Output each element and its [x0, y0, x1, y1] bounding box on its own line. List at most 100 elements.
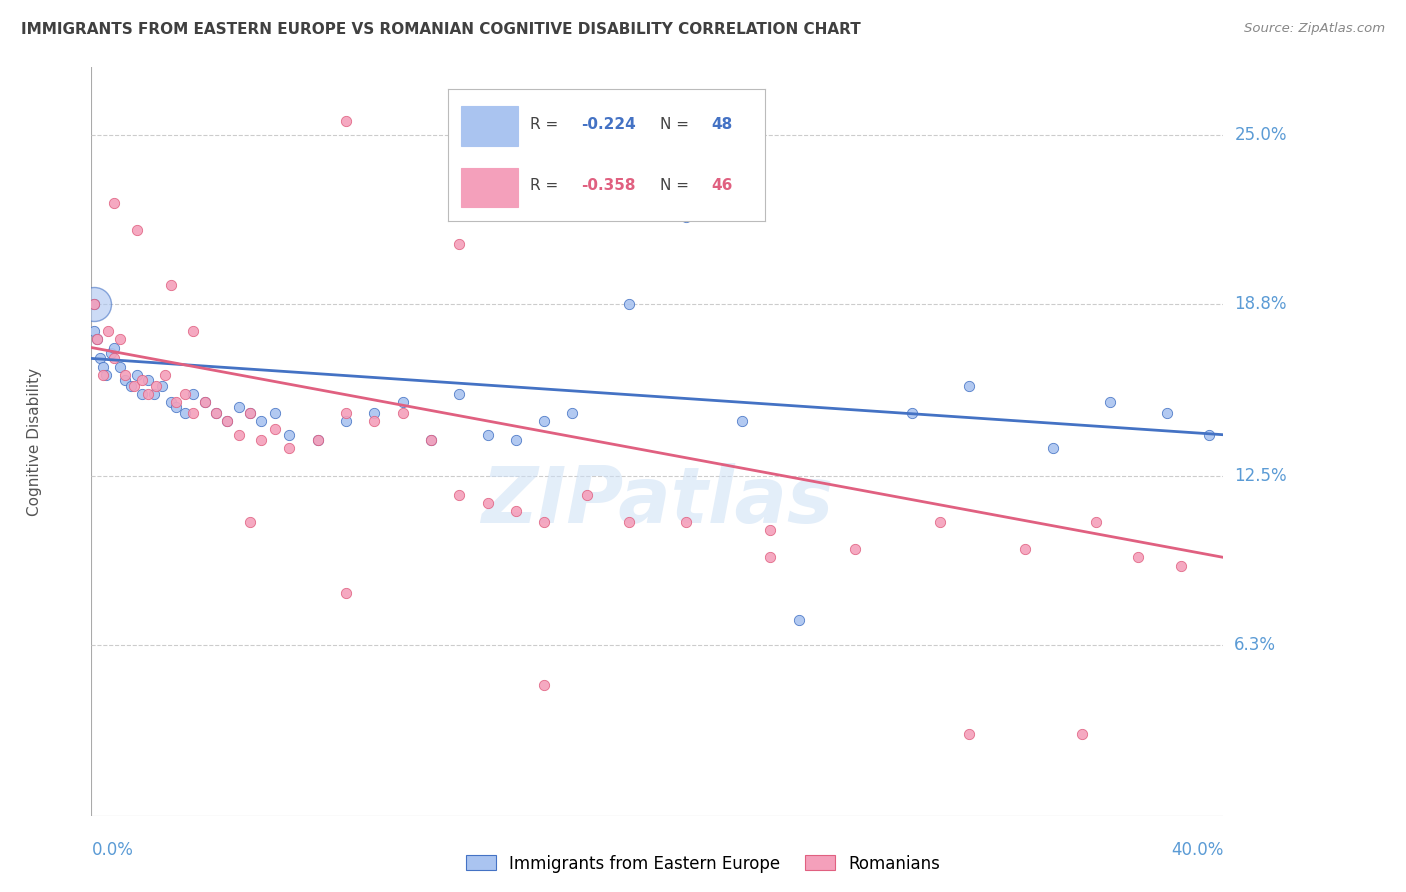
- Point: [94, 368, 117, 382]
- Point: [250, 433, 273, 447]
- Point: [505, 433, 527, 447]
- Point: [675, 515, 697, 529]
- Point: [89, 351, 111, 366]
- Point: [844, 542, 866, 557]
- Text: Cognitive Disability: Cognitive Disability: [27, 368, 42, 516]
- Point: [533, 414, 555, 428]
- Text: 0.0%: 0.0%: [91, 841, 134, 859]
- Point: [193, 395, 217, 409]
- Text: 6.3%: 6.3%: [1234, 635, 1277, 654]
- Point: [1156, 406, 1178, 420]
- Point: [91, 359, 114, 374]
- Point: [449, 387, 471, 401]
- Point: [228, 401, 250, 415]
- Point: [120, 378, 142, 392]
- Point: [617, 297, 640, 311]
- Point: [122, 378, 145, 392]
- Point: [617, 515, 640, 529]
- Point: [477, 427, 499, 442]
- Point: [575, 488, 598, 502]
- Point: [86, 332, 108, 346]
- Point: [159, 395, 181, 409]
- Point: [419, 433, 441, 447]
- Legend: Immigrants from Eastern Europe, Romanians: Immigrants from Eastern Europe, Romanian…: [458, 848, 948, 880]
- Point: [193, 395, 217, 409]
- Point: [1098, 395, 1121, 409]
- Point: [335, 414, 357, 428]
- Point: [83, 297, 105, 311]
- Text: 40.0%: 40.0%: [1171, 841, 1223, 859]
- Point: [165, 395, 187, 409]
- Point: [173, 406, 195, 420]
- Point: [181, 387, 204, 401]
- Point: [205, 406, 228, 420]
- Text: 25.0%: 25.0%: [1234, 126, 1286, 144]
- Point: [91, 368, 114, 382]
- Point: [675, 210, 697, 224]
- Point: [957, 378, 980, 392]
- Point: [165, 401, 187, 415]
- Point: [264, 422, 287, 436]
- Point: [145, 378, 167, 392]
- Point: [1042, 442, 1064, 456]
- Text: ZIPatlas: ZIPatlas: [481, 464, 834, 540]
- Point: [449, 237, 471, 252]
- Point: [731, 414, 754, 428]
- Point: [125, 368, 148, 382]
- Point: [181, 324, 204, 338]
- Point: [561, 406, 583, 420]
- Point: [335, 114, 357, 128]
- Point: [307, 433, 329, 447]
- Point: [759, 523, 782, 537]
- Point: [505, 504, 527, 518]
- Point: [363, 406, 385, 420]
- Point: [477, 496, 499, 510]
- Point: [153, 368, 176, 382]
- Point: [142, 387, 165, 401]
- Point: [335, 586, 357, 600]
- Point: [901, 406, 924, 420]
- Text: IMMIGRANTS FROM EASTERN EUROPE VS ROMANIAN COGNITIVE DISABILITY CORRELATION CHAR: IMMIGRANTS FROM EASTERN EUROPE VS ROMANI…: [21, 22, 860, 37]
- Point: [114, 373, 136, 387]
- Point: [100, 346, 122, 360]
- Point: [1128, 550, 1150, 565]
- Point: [136, 387, 159, 401]
- Point: [1014, 542, 1036, 557]
- Point: [205, 406, 228, 420]
- Point: [97, 324, 120, 338]
- Point: [239, 406, 262, 420]
- Point: [957, 727, 980, 741]
- Point: [1198, 427, 1220, 442]
- Point: [217, 414, 239, 428]
- Point: [103, 196, 125, 211]
- Point: [759, 550, 782, 565]
- Point: [449, 488, 471, 502]
- Point: [86, 332, 108, 346]
- Point: [787, 613, 810, 627]
- Point: [335, 406, 357, 420]
- Point: [136, 373, 159, 387]
- Point: [83, 297, 105, 311]
- Point: [150, 378, 173, 392]
- Point: [181, 406, 204, 420]
- Point: [250, 414, 273, 428]
- Point: [159, 277, 181, 292]
- Point: [83, 324, 105, 338]
- Point: [1170, 558, 1192, 573]
- Point: [125, 223, 148, 237]
- Point: [278, 442, 301, 456]
- Point: [1084, 515, 1107, 529]
- Point: [1070, 727, 1092, 741]
- Point: [114, 368, 136, 382]
- Point: [103, 351, 125, 366]
- Point: [103, 341, 125, 355]
- Point: [239, 406, 262, 420]
- Point: [533, 515, 555, 529]
- Point: [363, 414, 385, 428]
- Point: [217, 414, 239, 428]
- Point: [131, 373, 153, 387]
- Point: [83, 297, 105, 311]
- Point: [307, 433, 329, 447]
- Point: [391, 406, 413, 420]
- Point: [173, 387, 195, 401]
